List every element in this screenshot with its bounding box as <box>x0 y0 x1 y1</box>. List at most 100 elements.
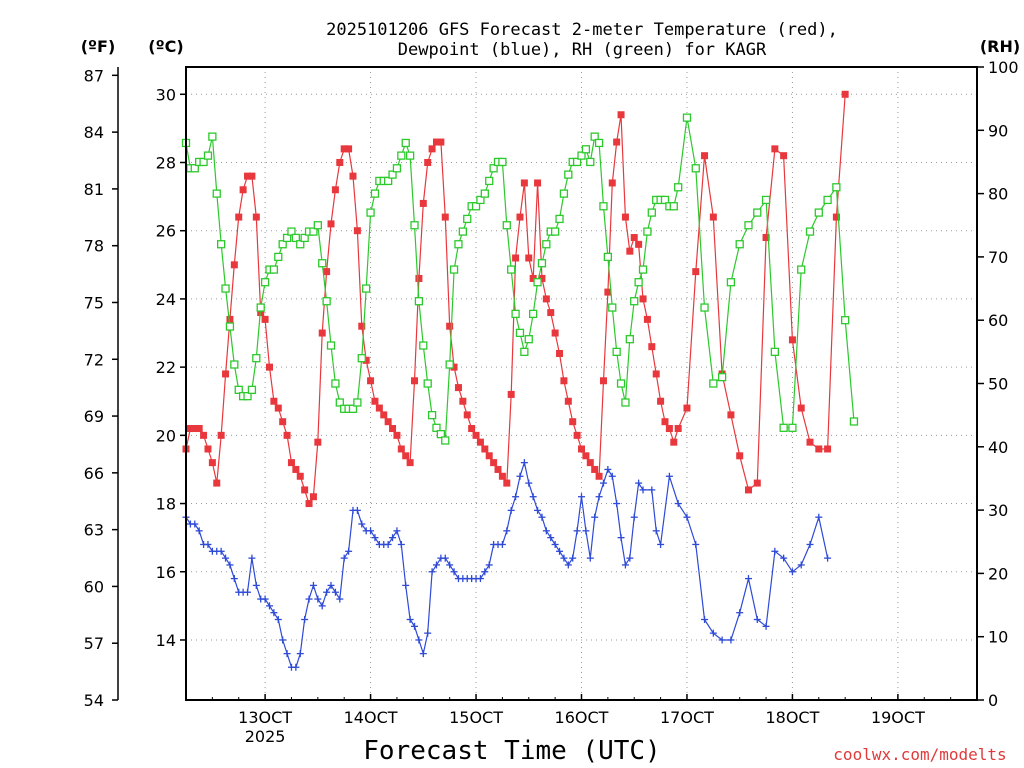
dewpoint-point <box>613 500 621 508</box>
plot-frame <box>185 66 978 701</box>
temperature-point <box>226 315 234 323</box>
temperature-point <box>358 322 366 330</box>
x-tick-label: 16OCT <box>555 708 609 727</box>
dewpoint-point <box>340 554 348 562</box>
dewpoint-point <box>424 629 432 637</box>
dewpoint-point <box>608 472 616 480</box>
rh-point <box>594 138 604 148</box>
rh-tick-label: 70 <box>988 248 1008 267</box>
rh-point <box>608 303 617 312</box>
rh-point <box>498 157 507 167</box>
temperature-point <box>578 445 585 453</box>
temperature-point <box>323 268 331 276</box>
dewpoint-point <box>639 486 647 494</box>
dewpoint-point <box>806 540 814 548</box>
temperature-point <box>613 138 621 146</box>
temperature-point <box>617 111 625 119</box>
x-tick-label: 14OCT <box>344 708 398 727</box>
temperature-point <box>389 425 397 433</box>
temperature-point <box>248 172 256 180</box>
temperature-point <box>415 274 423 282</box>
temperature-point <box>279 418 287 426</box>
temperature-point <box>670 438 678 446</box>
dewpoint-point <box>446 561 454 569</box>
rh-point <box>524 335 533 344</box>
dewpoint-point <box>279 636 287 644</box>
rh-point <box>230 360 239 369</box>
fahrenheit-tick-label: 54 <box>84 691 104 710</box>
rh-point <box>247 385 257 394</box>
temperature-point <box>608 179 616 187</box>
dewpoint-point <box>556 547 564 555</box>
rh-point <box>383 176 393 186</box>
dewpoint-point <box>683 513 691 521</box>
dewpoint-point <box>599 479 607 487</box>
rh-point <box>419 341 428 350</box>
dewpoint-point <box>411 622 419 630</box>
dewpoint-point <box>419 650 427 658</box>
dewpoint-point <box>538 513 546 521</box>
rh-point <box>612 347 621 357</box>
rh-point <box>397 151 406 160</box>
rh-tick-label: 50 <box>988 375 1008 394</box>
rh-point <box>533 278 542 287</box>
celsius-tick-label: 16 <box>156 563 176 582</box>
rh-point <box>313 221 322 230</box>
celsius-axis-unit: (ºC) <box>148 37 183 56</box>
rh-point <box>581 145 591 154</box>
rh-point <box>586 157 595 167</box>
temperature-point <box>459 397 467 405</box>
temperature-point <box>437 138 445 146</box>
rh-point <box>564 170 573 179</box>
rh-point <box>463 214 472 224</box>
rh-point <box>515 328 525 338</box>
temperature-point <box>824 445 832 453</box>
temperature-point <box>301 486 309 494</box>
rh-point <box>590 132 599 141</box>
rh-point <box>432 423 441 432</box>
temperature-point <box>657 397 665 405</box>
x-tick-label: 13OCT <box>238 708 292 727</box>
dewpoint-point <box>534 506 542 514</box>
rh-point <box>603 252 613 262</box>
rh-point <box>454 240 463 249</box>
temperature-point <box>648 343 656 351</box>
rh-point <box>436 429 446 439</box>
temperature-point <box>841 90 849 98</box>
dewpoint-point <box>569 554 577 562</box>
rh-point <box>401 138 410 148</box>
rh-point <box>274 252 283 262</box>
rh-point <box>507 265 516 274</box>
dewpoint-point <box>292 663 300 671</box>
dewpoint-point <box>525 479 533 487</box>
rh-point <box>735 240 744 249</box>
temperature-point <box>345 145 353 153</box>
temperature-point <box>362 356 370 364</box>
dewpoint-point <box>270 609 278 617</box>
temperature-point <box>270 397 278 405</box>
temperature-point <box>204 445 212 453</box>
rh-point <box>647 208 656 217</box>
dewpoint-point <box>824 554 832 562</box>
temperature-point <box>424 158 432 166</box>
fahrenheit-tick-label: 78 <box>84 237 104 256</box>
temperature-point <box>538 274 546 282</box>
temperature-point <box>815 445 823 453</box>
rh-point <box>485 176 494 186</box>
rh-point <box>520 347 529 357</box>
temperature-point <box>525 254 533 262</box>
dewpoint-point <box>367 527 375 535</box>
temperature-point <box>780 152 788 160</box>
temperature-point <box>432 138 440 146</box>
temperature-point <box>560 377 568 385</box>
dewpoint-point <box>498 540 506 548</box>
dewpoint-point <box>265 602 273 610</box>
rh-point <box>788 423 797 432</box>
rh-point <box>423 379 432 388</box>
rh-point <box>410 221 419 230</box>
celsius-tick-label: 26 <box>156 222 176 241</box>
dewpoint-point <box>586 554 594 562</box>
dewpoint-point <box>296 650 304 658</box>
dewpoint-point <box>788 568 796 576</box>
